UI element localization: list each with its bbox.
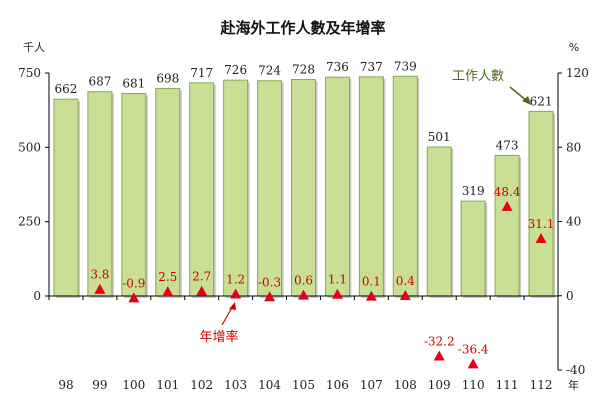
x-axis-tick-label: 110 [462, 378, 485, 392]
bar [426, 146, 452, 297]
rate-marker [162, 286, 174, 297]
bars-layer [53, 75, 556, 299]
bar-value-label: 698 [156, 71, 179, 85]
rate-marker [298, 289, 309, 300]
bar-value-label: 319 [462, 184, 485, 198]
x-axis-tick-label: 102 [190, 378, 213, 392]
left-axis-tick-label: 750 [18, 66, 41, 80]
bar [358, 76, 384, 297]
bar-value-label: 736 [326, 60, 349, 74]
left-axis-unit: 千人 [23, 41, 45, 54]
right-axis-tick-label: 0 [566, 289, 574, 303]
bar [121, 93, 147, 297]
x-axis-tick-label: 111 [496, 378, 519, 392]
x-axis-tick-label: 104 [258, 378, 281, 392]
bar-value-label: 662 [55, 82, 78, 96]
rate-marker [196, 285, 208, 296]
x-axis-tick-label: 103 [224, 378, 247, 392]
rate-marker [501, 200, 513, 211]
x-axis-tick-label: 106 [326, 378, 349, 392]
rate-marker [230, 288, 242, 299]
bar [291, 79, 316, 297]
rate-value-label: 2.5 [158, 270, 177, 284]
rate-series-annotation: 年增率 [199, 329, 238, 345]
rate-value-label: 2.7 [192, 270, 211, 284]
right-axis-tick-label: 120 [566, 66, 589, 80]
rate-value-label: 0.6 [294, 274, 313, 288]
bar [53, 98, 79, 297]
bar-value-label: 473 [496, 138, 519, 152]
bar [155, 87, 181, 297]
x-axis-tick-label: 107 [360, 378, 383, 392]
rate-marker [399, 290, 411, 301]
rate-marker [467, 358, 479, 369]
rate-value-label: -32.2 [424, 335, 455, 349]
rate-value-label: 1.2 [226, 273, 245, 287]
bar-value-label: 687 [88, 75, 111, 89]
x-axis-tick-label: 98 [58, 378, 73, 392]
bar [189, 82, 215, 297]
rate-marker [264, 291, 276, 302]
bar [460, 200, 486, 297]
x-axis-tick-label: 108 [394, 378, 417, 392]
rate-marker [433, 350, 445, 361]
bar [87, 91, 113, 297]
right-axis-unit: % [569, 41, 579, 54]
bar-value-label: 737 [360, 60, 383, 74]
right-axis-tick-label: 40 [566, 215, 581, 229]
left-axis-tick-label: 250 [18, 215, 41, 229]
bar [324, 76, 350, 297]
right-axis-tick-label: -40 [566, 363, 585, 377]
rate-marker [535, 233, 547, 244]
bar [257, 80, 283, 297]
bar-value-label: 621 [530, 94, 553, 108]
bar-value-label: 739 [394, 59, 417, 73]
bar-value-label: 717 [190, 66, 213, 80]
rate-series-annotation-arrowhead [229, 302, 236, 310]
bar-value-label: 681 [122, 77, 145, 91]
bar-value-label: 728 [292, 63, 315, 77]
x-axis-tick-label: 112 [530, 378, 553, 392]
rate-value-label: 0.1 [362, 275, 381, 289]
bar-value-label: 726 [224, 63, 247, 77]
x-axis-tick-label: 100 [122, 378, 145, 392]
bar-series-annotation-arrowhead [522, 96, 531, 105]
bar-value-label: 501 [428, 130, 451, 144]
rate-marker [331, 288, 343, 299]
x-axis-tick-label: 99 [92, 378, 107, 392]
bar [392, 75, 418, 297]
x-axis-tick-label: 109 [428, 378, 451, 392]
rate-value-label: 3.8 [90, 268, 109, 282]
rate-layer [94, 200, 547, 369]
left-axis-tick-label: 500 [18, 140, 41, 154]
rate-value-label: -0.9 [122, 276, 145, 290]
x-axis-tick-label: 101 [156, 378, 179, 392]
axes-layer: 0 250 500 750 -40 0 40 80 120 98 99 100 101 102 103 104… [18, 66, 589, 392]
rate-marker [94, 283, 106, 294]
rate-marker [128, 292, 140, 303]
x-axis-tick-label: 105 [292, 378, 315, 392]
x-axis-unit: 年 [568, 378, 579, 392]
rate-marker [365, 290, 377, 301]
bar [494, 154, 520, 297]
bar [223, 79, 249, 297]
bar-value-label: 724 [258, 64, 281, 78]
rate-value-label: 1.1 [328, 273, 347, 287]
bar [528, 110, 554, 297]
labels-layer: 662 687 681 698 717 726 724 728 736 737 739 501 319 4… [55, 59, 555, 356]
right-axis-tick-label: 80 [566, 140, 581, 154]
chart-title: 赴海外工作人數及年增率 [219, 19, 385, 37]
rate-value-label: -0.3 [258, 275, 281, 289]
bar-series-annotation-arrow [509, 86, 528, 102]
bar-series-annotation: 工作人數 [452, 69, 504, 84]
rate-value-label: -36.4 [458, 342, 489, 356]
rate-value-label: 31.1 [528, 217, 555, 231]
rate-value-label: 0.4 [396, 274, 415, 288]
left-axis-tick-label: 0 [33, 289, 41, 303]
rate-value-label: 48.4 [494, 185, 521, 199]
